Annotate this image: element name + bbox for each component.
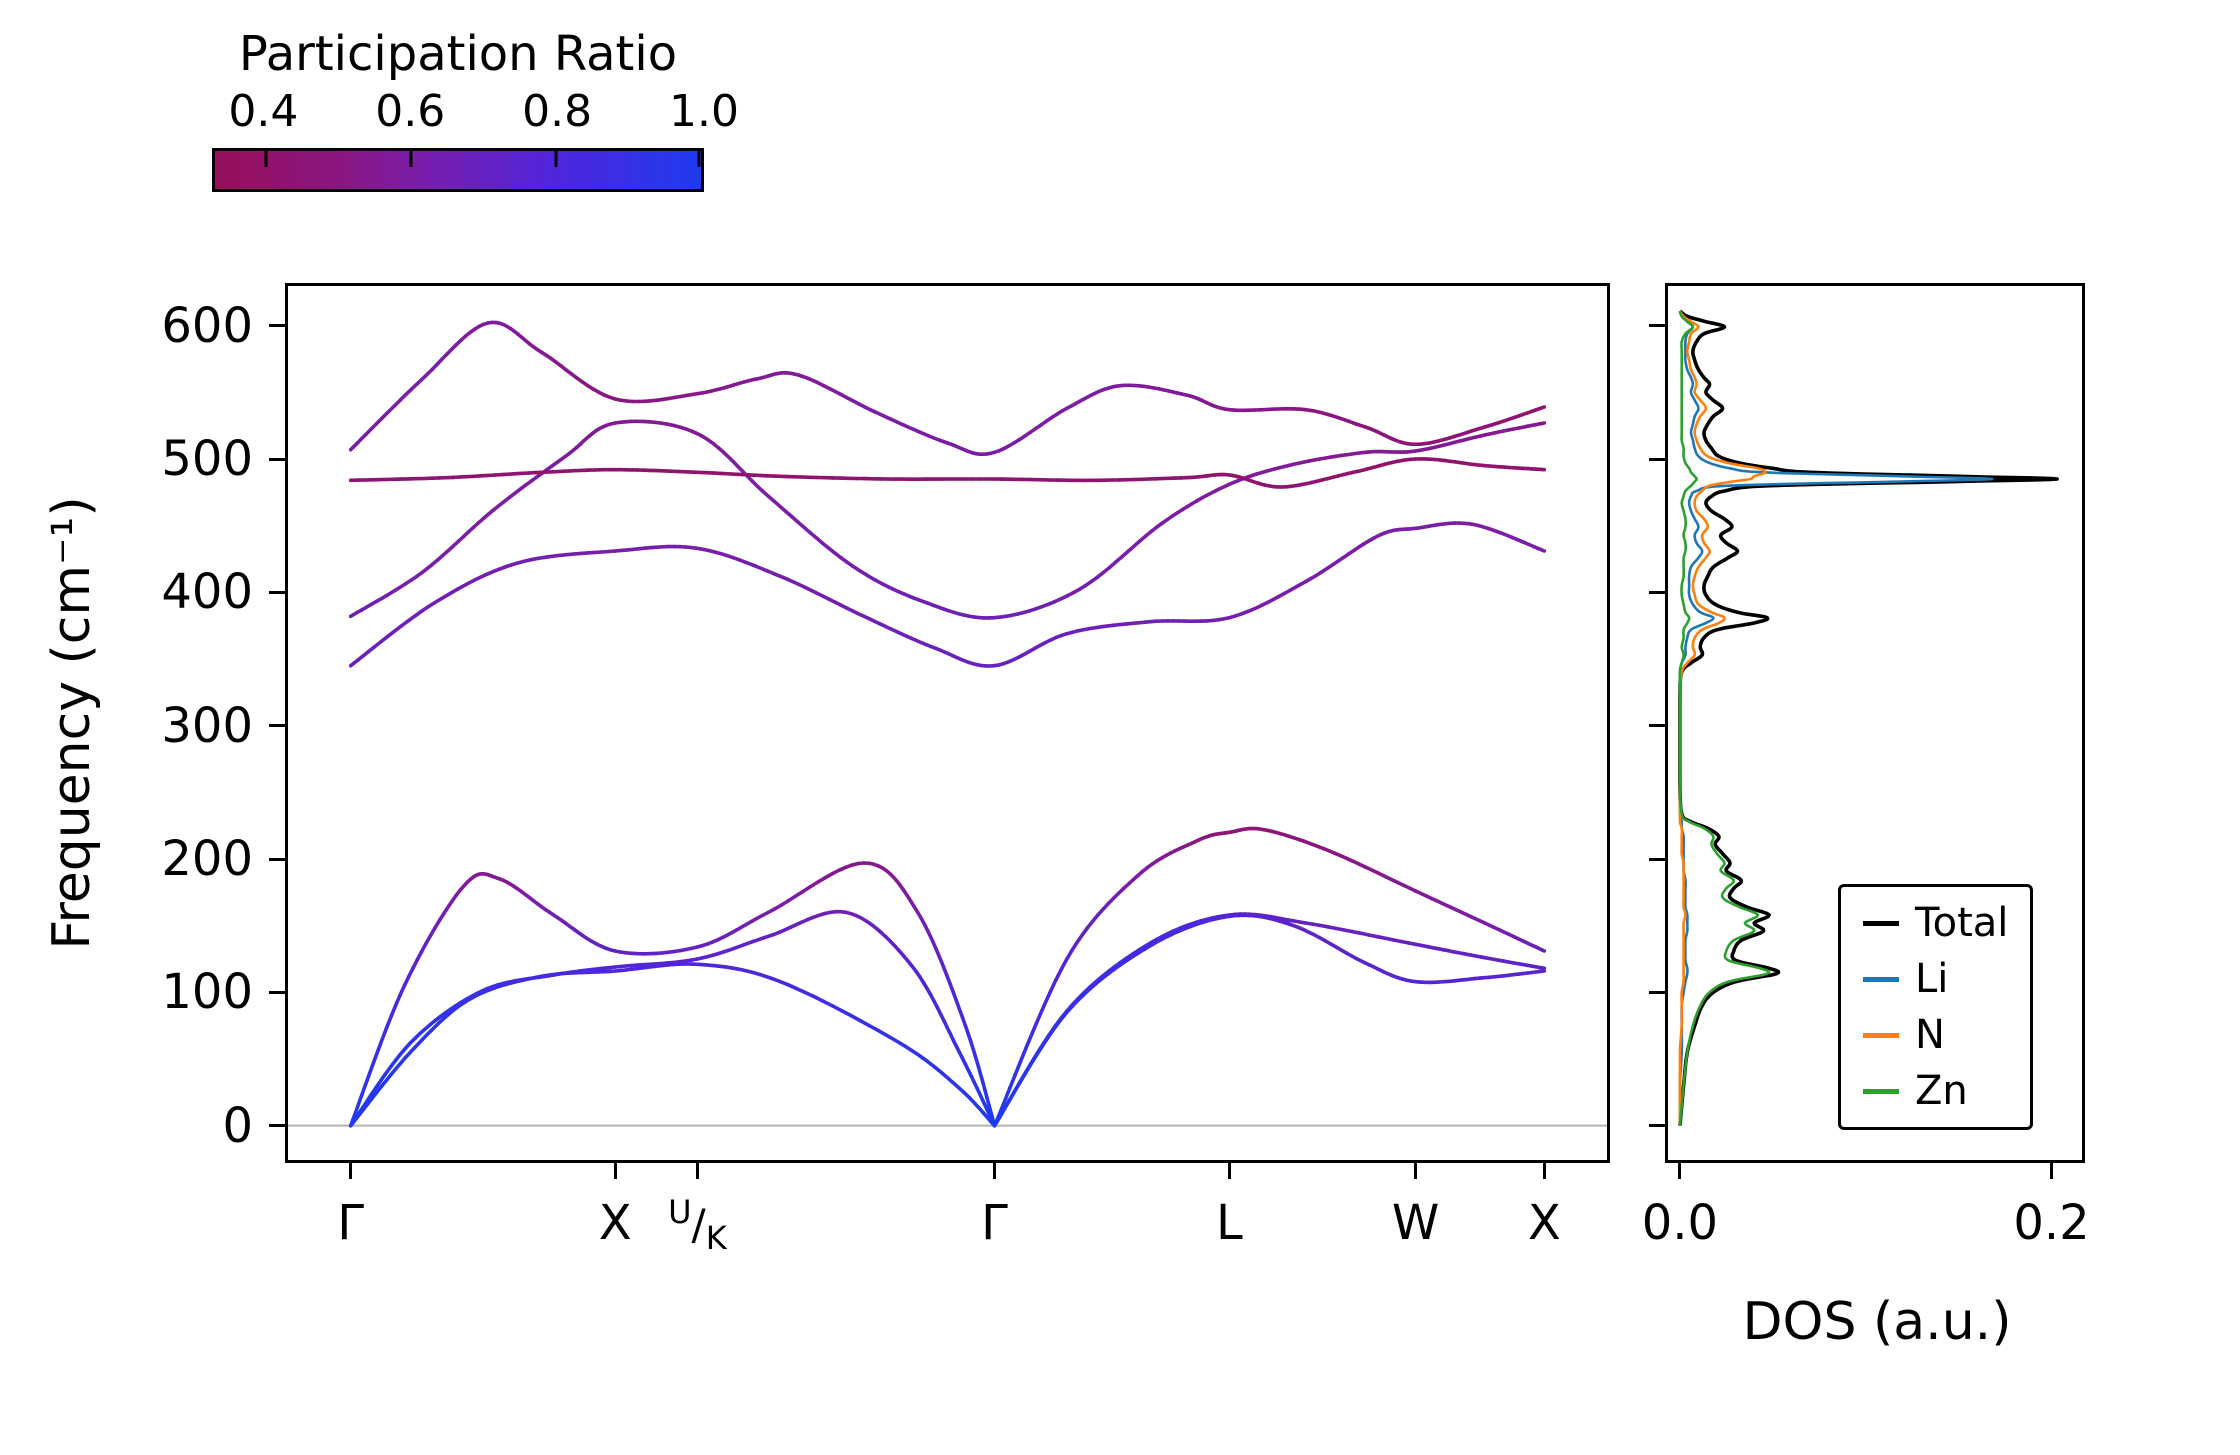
band-curve-acoustic-3a [348, 861, 997, 1128]
dos-plot [1665, 283, 2085, 1163]
y-tick-label: 100 [161, 964, 253, 1021]
y-tick-label: 0 [222, 1097, 253, 1154]
x-tick [1227, 1163, 1231, 1179]
phonon-bands [348, 320, 1547, 1128]
legend: Total Li N Zn [1838, 884, 2034, 1130]
x-tick-label: L [1215, 1195, 1243, 1251]
dos-panel-frame [1665, 283, 2085, 1163]
dos-x-tick-label: 0.2 [2013, 1195, 2090, 1251]
colorbar-title: Participation Ratio [238, 26, 678, 82]
band-curve-optical-1 [348, 521, 1547, 668]
band-curve-acoustic-2a [348, 909, 997, 1128]
legend-item-zn: Zn [1863, 1069, 2008, 1113]
legend-swatch-zn [1863, 1088, 1899, 1094]
dos-x-tick [1678, 1163, 1682, 1179]
dos-axis-label: DOS (a.u.) [1742, 1292, 2012, 1352]
dos-curve-li [1678, 310, 1994, 1126]
dos-x-tick [2050, 1163, 2054, 1179]
band-structure-plot [285, 283, 1610, 1163]
colorbar-tick-label: 1.0 [669, 86, 739, 137]
dos-x-tick-label: 0.0 [1641, 1195, 1719, 1251]
legend-swatch-li [1863, 976, 1899, 982]
dos-y-tick [1649, 457, 1665, 461]
colorbar-tick-label: 0.8 [522, 86, 593, 137]
x-tick-label: X [598, 1195, 632, 1251]
x-tick [1542, 1163, 1546, 1179]
y-tick [269, 724, 285, 728]
band-curve-optical-flat [348, 457, 1547, 489]
legend-swatch-n [1863, 1032, 1899, 1038]
legend-item-total: Total [1863, 901, 2008, 945]
dos-y-tick [1649, 1124, 1665, 1128]
colorbar-tick [554, 151, 558, 167]
y-tick-label: 400 [161, 564, 253, 621]
y-tick [269, 457, 285, 461]
dos-curve-total [1678, 309, 2059, 1126]
x-tick [993, 1163, 997, 1179]
dos-y-tick [1649, 990, 1665, 994]
dos-y-tick [1649, 724, 1665, 728]
legend-swatch-total [1863, 920, 1899, 926]
y-tick-label: 600 [161, 297, 253, 354]
y-tick-label: 200 [161, 831, 253, 887]
x-tick-label: X [1527, 1195, 1561, 1251]
y-tick [269, 1124, 285, 1128]
band-curve-optical-2 [348, 419, 1547, 620]
band-curve-acoustic-1a [348, 962, 997, 1128]
x-tick-label: Γ [981, 1195, 1008, 1251]
dos-curve-n [1678, 310, 1767, 1126]
legend-label: Zn [1915, 1068, 1968, 1114]
band-curve-acoustic-3b [992, 826, 1547, 1128]
legend-label: N [1915, 1012, 1945, 1058]
y-tick [269, 324, 285, 328]
legend-label: Li [1915, 956, 1949, 1002]
dos-y-tick [1649, 857, 1665, 861]
band-curve-acoustic-2b [992, 912, 1547, 1128]
x-tick [695, 1163, 699, 1179]
colorbar-tick [697, 151, 701, 167]
legend-item-li: Li [1863, 957, 2008, 1001]
y-tick [269, 857, 285, 861]
y-tick-label: 500 [161, 431, 253, 487]
colorbar-tick [264, 151, 268, 167]
x-tick [349, 1163, 353, 1179]
band-curve-optical-top [348, 320, 1547, 456]
x-tick-label-uk: U/K [668, 1193, 727, 1257]
y-tick [269, 590, 285, 594]
legend-item-n: N [1863, 1013, 2008, 1057]
y-tick [269, 990, 285, 994]
band-panel-frame [285, 283, 1610, 1163]
x-tick-label: Γ [337, 1195, 365, 1251]
band-curve-acoustic-1b [992, 913, 1547, 1128]
dos-curve-zn [1678, 310, 1771, 1126]
dos-y-tick [1649, 324, 1665, 328]
colorbar-gradient [215, 151, 701, 189]
colorbar-tick-label: 0.4 [228, 86, 299, 137]
colorbar-tick-label: 0.6 [375, 86, 446, 137]
colorbar-tick [409, 151, 413, 167]
x-tick-label: W [1391, 1195, 1440, 1251]
x-tick [1414, 1163, 1418, 1179]
y-tick-label: 300 [161, 697, 253, 754]
legend-label: Total [1915, 900, 2009, 946]
x-tick [613, 1163, 617, 1179]
dos-y-tick [1649, 590, 1665, 594]
colorbar [212, 148, 704, 192]
